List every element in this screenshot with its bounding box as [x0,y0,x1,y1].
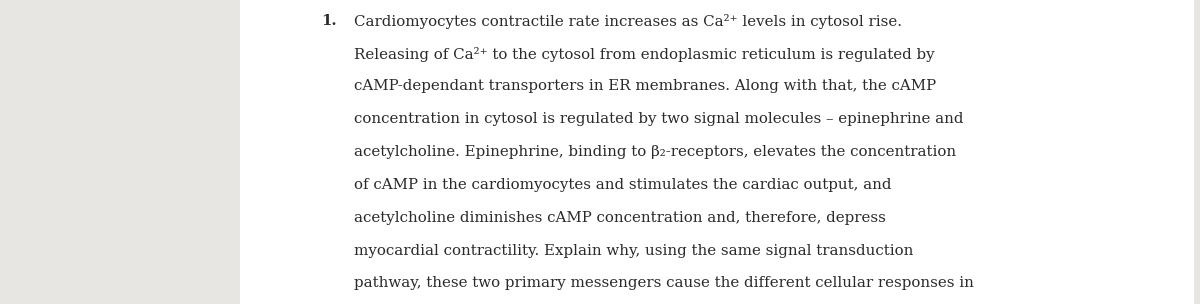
Text: myocardial contractility. Explain why, using the same signal transduction: myocardial contractility. Explain why, u… [354,244,913,257]
FancyBboxPatch shape [240,0,1194,304]
Text: of cAMP in the cardiomyocytes and stimulates the cardiac output, and: of cAMP in the cardiomyocytes and stimul… [354,178,892,192]
Text: 1.: 1. [322,14,337,28]
Text: cAMP-dependant transporters in ER membranes. Along with that, the cAMP: cAMP-dependant transporters in ER membra… [354,79,936,93]
Text: concentration in cytosol is regulated by two signal molecules – epinephrine and: concentration in cytosol is regulated by… [354,112,964,126]
Text: acetylcholine diminishes cAMP concentration and, therefore, depress: acetylcholine diminishes cAMP concentrat… [354,211,886,225]
Text: pathway, these two primary messengers cause the different cellular responses in: pathway, these two primary messengers ca… [354,276,974,290]
Text: acetylcholine. Epinephrine, binding to β₂-receptors, elevates the concentration: acetylcholine. Epinephrine, binding to β… [354,145,956,159]
Text: Releasing of Ca²⁺ to the cytosol from endoplasmic reticulum is regulated by: Releasing of Ca²⁺ to the cytosol from en… [354,47,935,61]
Text: Cardiomyocytes contractile rate increases as Ca²⁺ levels in cytosol rise.: Cardiomyocytes contractile rate increase… [354,14,902,29]
